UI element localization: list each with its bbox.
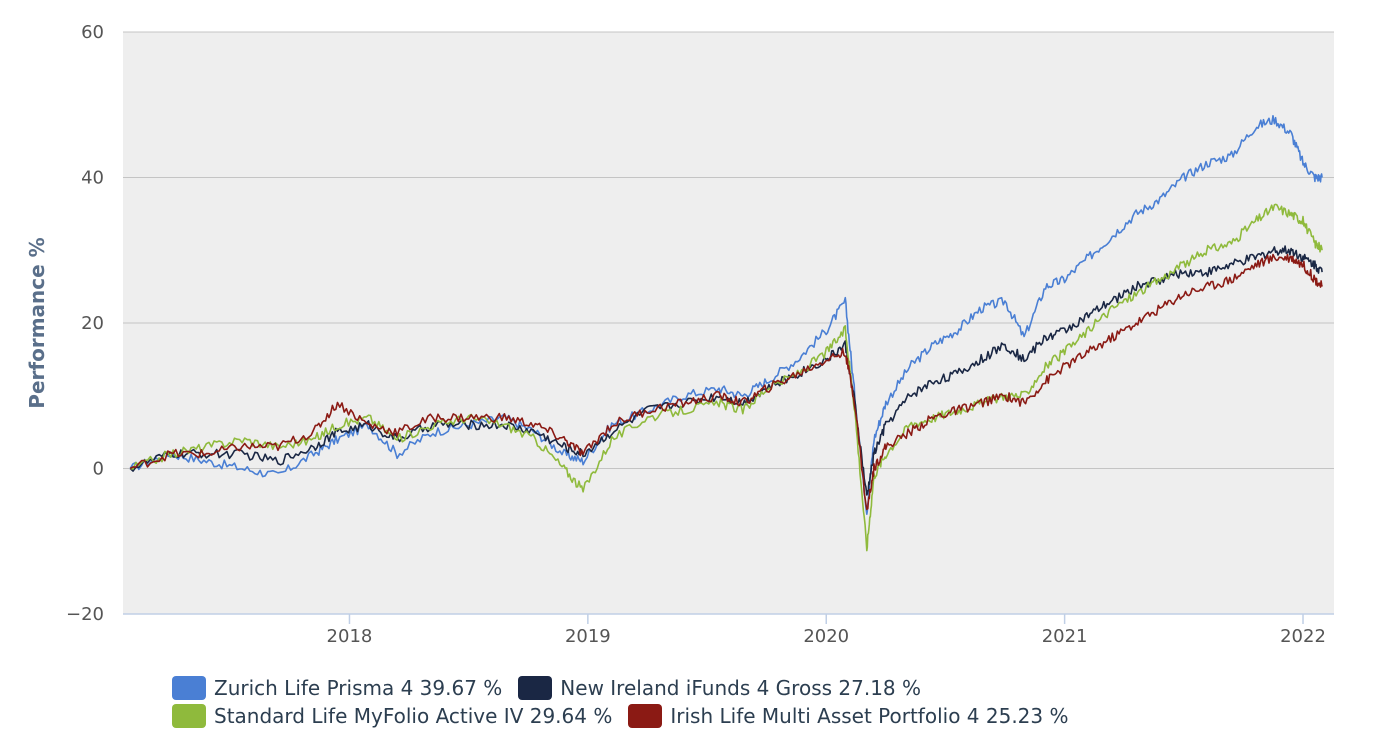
legend-row: Zurich Life Prisma 4 39.67 % New Ireland… (172, 674, 1272, 702)
y-axis-title: Performance % (25, 237, 49, 408)
x-tick-label: 2021 (1042, 626, 1088, 647)
x-tick-label: 2018 (327, 626, 373, 647)
x-tick-label: 2020 (803, 626, 849, 647)
legend-item-new-ireland[interactable]: New Ireland iFunds 4 Gross 27.18 % (518, 676, 921, 700)
x-tick-label: 2019 (565, 626, 611, 647)
grid-lines (123, 31, 1334, 615)
y-tick-label: 40 (81, 168, 104, 189)
legend-swatch-zurich (172, 676, 206, 700)
x-tick-label: 2022 (1280, 626, 1326, 647)
legend-swatch-new-ireland (518, 676, 553, 700)
legend-swatch-irish-life (628, 704, 663, 728)
legend-item-zurich[interactable]: Zurich Life Prisma 4 39.67 % (172, 676, 502, 700)
legend-label-new-ireland: New Ireland iFunds 4 Gross 27.18 % (560, 676, 922, 700)
legend-item-irish-life[interactable]: Irish Life Multi Asset Portfolio 4 25.23… (628, 704, 1069, 728)
series-line-irish-life-multi-asset-portfolio-4[interactable] (129, 253, 1323, 511)
y-axis: −20 0 20 40 60 (66, 22, 104, 625)
legend-row: Standard Life MyFolio Active IV 29.64 % … (172, 702, 1272, 730)
legend-swatch-standard-life (172, 704, 206, 728)
legend-label-irish-life: Irish Life Multi Asset Portfolio 4 25.23… (670, 704, 1069, 728)
y-tick-label: −20 (66, 604, 104, 625)
y-tick-label: 20 (81, 313, 104, 334)
x-axis: 2018 2019 2020 2021 2022 (327, 614, 1326, 647)
legend: Zurich Life Prisma 4 39.67 % New Ireland… (172, 674, 1272, 730)
series-lines (129, 115, 1323, 552)
legend-label-standard-life: Standard Life MyFolio Active IV 29.64 % (214, 704, 613, 728)
y-tick-label: 60 (81, 22, 104, 43)
legend-label-zurich: Zurich Life Prisma 4 39.67 % (214, 676, 503, 700)
series-line-new-ireland-ifunds-4-gross[interactable] (129, 245, 1323, 496)
y-tick-label: 0 (93, 459, 104, 480)
legend-item-standard-life[interactable]: Standard Life MyFolio Active IV 29.64 % (172, 704, 612, 728)
